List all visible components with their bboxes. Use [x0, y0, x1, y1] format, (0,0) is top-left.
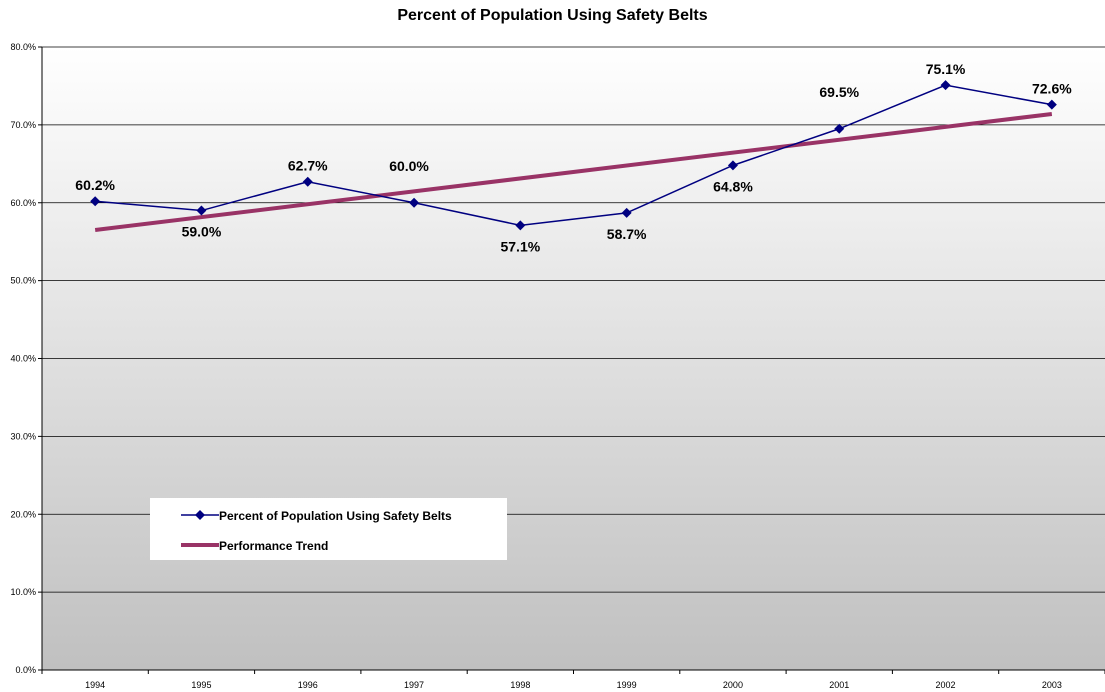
data-label: 60.0%	[389, 158, 429, 174]
x-tick-label: 2002	[936, 680, 956, 690]
data-point	[302, 176, 313, 187]
data-point	[621, 207, 632, 218]
data-point	[409, 197, 420, 208]
legend-label: Percent of Population Using Safety Belts	[219, 509, 452, 523]
y-tick-label: 80.0%	[10, 42, 36, 52]
series-line	[95, 84, 1052, 227]
y-tick-label: 50.0%	[10, 276, 36, 286]
legend-box	[150, 498, 507, 560]
data-label: 62.7%	[288, 158, 328, 174]
data-label: 69.5%	[819, 84, 859, 100]
x-tick-label: 1995	[191, 680, 211, 690]
y-tick-label: 30.0%	[10, 431, 36, 441]
x-tick-label: 2000	[723, 680, 743, 690]
y-tick-label: 60.0%	[10, 198, 36, 208]
x-tick-label: 1999	[617, 680, 637, 690]
legend-label: Performance Trend	[219, 539, 328, 553]
chart-title: Percent of Population Using Safety Belts	[397, 7, 708, 24]
y-tick-label: 10.0%	[10, 587, 36, 597]
y-tick-label: 0.0%	[15, 665, 36, 675]
y-tick-label: 40.0%	[10, 354, 36, 364]
data-label: 59.0%	[182, 224, 222, 240]
x-tick-label: 1997	[404, 680, 424, 690]
data-label: 60.2%	[75, 177, 115, 193]
data-point	[90, 196, 101, 207]
x-tick-label: 1998	[510, 680, 530, 690]
data-label: 75.1%	[926, 61, 966, 77]
legend-swatch-marker	[195, 510, 205, 520]
x-tick-label: 1996	[298, 680, 318, 690]
data-label: 64.8%	[713, 178, 753, 194]
x-tick-label: 1994	[85, 680, 105, 690]
data-label: 57.1%	[500, 238, 540, 254]
x-tick-label: 2003	[1042, 680, 1062, 690]
trend-line	[94, 111, 1053, 232]
data-label: 58.7%	[607, 226, 647, 242]
data-point	[515, 220, 526, 231]
data-point	[196, 205, 207, 216]
y-tick-label: 70.0%	[10, 120, 36, 130]
data-label: 72.6%	[1032, 81, 1072, 97]
x-tick-label: 2001	[829, 680, 849, 690]
data-point	[727, 160, 738, 171]
data-point	[1046, 99, 1057, 110]
data-point	[940, 80, 951, 91]
y-tick-label: 20.0%	[10, 509, 36, 519]
data-point	[834, 123, 845, 134]
